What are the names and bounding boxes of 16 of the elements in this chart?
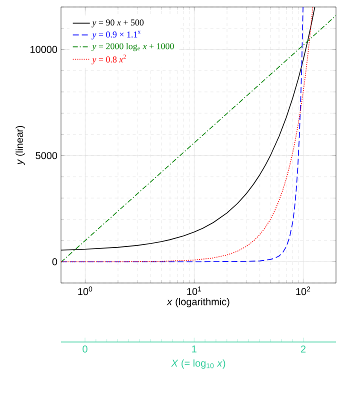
legend-label: y = 0.9 × 1.1$^{x}$ [91, 30, 141, 40]
x2-axis-title: X (= log$_{10}$ x) [171, 359, 226, 369]
x-tick-label: 10$^{2}$ [296, 286, 310, 296]
x-axis-title: x (logarithmic) [166, 298, 230, 308]
x2-tick-label: 1 [192, 346, 196, 352]
y-tick-label: 5000 [36, 152, 58, 160]
x2-tick-label: 2 [300, 346, 306, 352]
y-tick-label: 10000 [30, 46, 58, 53]
y-axis-title: y (linear) [16, 126, 25, 166]
y-tick-label: 0 [52, 258, 58, 266]
legend-label: y = 90 x + 500 [91, 19, 144, 28]
legend-label: y = 2000 log$_{e}$ x + 1000 [91, 42, 174, 52]
x-tick-label: 10$^{1}$ [187, 286, 202, 296]
x-tick-label: 10$^{0}$ [78, 286, 92, 296]
legend-label: y = 0.8 x$^{2}$ [91, 54, 126, 64]
x2-tick-label: 0 [82, 346, 88, 353]
